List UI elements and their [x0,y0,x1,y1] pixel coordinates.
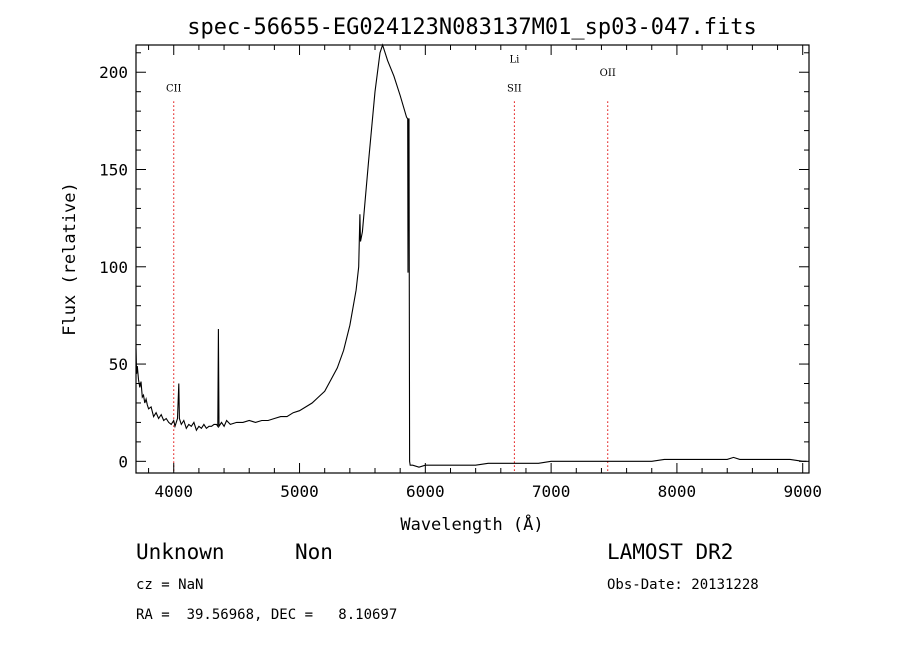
spectral-line-label: CII [166,84,182,95]
spectral-line-label: SII [507,84,522,95]
spectral-line-label: OII [600,68,616,79]
class-label: Unknown [136,540,225,564]
x-tick-label: 7000 [532,482,571,501]
coordinates-value: RA = 39.56968, DEC = 8.10697 [136,607,397,623]
plot-frame [135,44,810,474]
x-tick-label: 5000 [280,482,319,501]
chart-title: spec-56655-EG024123N083137M01_sp03-047.f… [187,15,757,40]
x-tick-label: 4000 [154,482,193,501]
x-axis-label: Wavelength (Å) [400,513,543,535]
survey-label: LAMOST DR2 [607,540,733,564]
x-tick-label: 9000 [783,482,822,501]
x-tick-label: 8000 [658,482,697,501]
annotation-layer: CII Li SII OII [166,55,616,473]
obs-date-value: Obs-Date: 20131228 [607,577,759,593]
cz-value: cz = NaN [136,577,203,593]
y-axis-label: Flux (relative) [60,182,80,336]
y-tick-label: 100 [99,258,128,277]
x-tick-label: 6000 [406,482,445,501]
y-tick-label: 50 [109,355,128,374]
y-tick-label: 0 [118,452,128,471]
y-tick-label: 200 [99,63,128,82]
spectrum-series-line [135,43,807,468]
tick-layer: 4000 5000 6000 7000 8000 9000 0 50 100 150 200 [99,45,822,501]
subclass-label: Non [295,540,333,564]
y-tick-label: 150 [99,161,128,180]
spectral-line-label: Li [509,55,519,66]
